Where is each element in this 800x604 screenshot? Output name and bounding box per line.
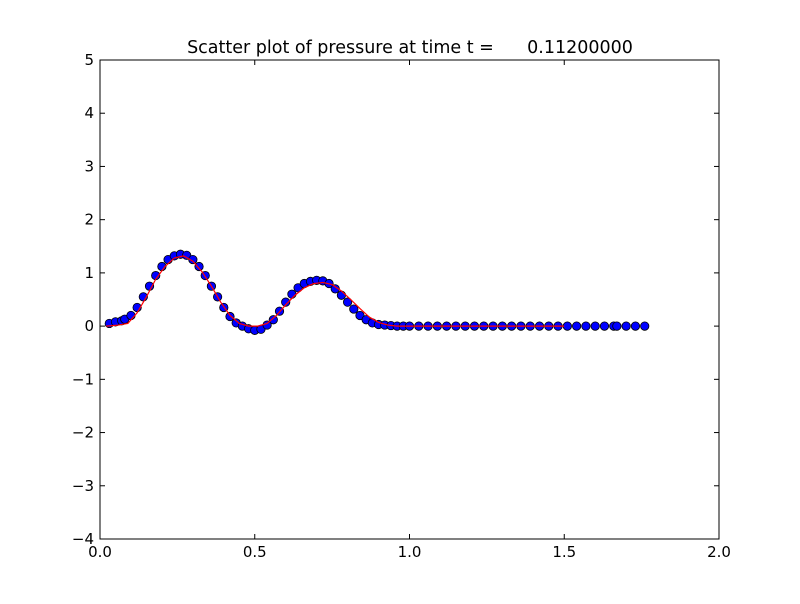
scatter-point: [349, 304, 359, 314]
x-tick-label: 0.5: [243, 543, 267, 561]
chart-title: Scatter plot of pressure at time t = 0.1…: [187, 38, 633, 58]
x-tick-label: 1.5: [552, 543, 576, 561]
scatter-point: [599, 321, 610, 331]
y-tick-label: 3: [84, 157, 94, 175]
reference-line: [106, 255, 565, 327]
data-layer: [104, 249, 650, 335]
scatter-point: [562, 321, 572, 331]
x-tick-label: 1.0: [398, 543, 422, 561]
scatter-point: [182, 250, 192, 260]
y-tick-label: −4: [72, 530, 94, 548]
y-tick-label: 1: [84, 264, 94, 282]
scatter-point: [194, 261, 204, 272]
y-tick-label: −2: [72, 424, 94, 442]
scatter-point: [268, 315, 278, 325]
scatter-point: [590, 321, 600, 331]
scatter-point: [355, 310, 365, 321]
scatter-point: [342, 297, 353, 307]
scatter-point: [630, 321, 641, 331]
axes-layer: 0.0 0.5 1.0 1.5 2.0 −4 −3 −2 −1 0 1 2 3 4 5: [72, 51, 731, 561]
scatter-point: [581, 321, 591, 331]
y-tick-label: 5: [84, 51, 94, 69]
x-tick-label: 2.0: [707, 543, 731, 561]
scatter-point: [287, 289, 297, 299]
scatter-point: [225, 311, 235, 322]
scatter-point: [572, 321, 582, 331]
y-tick-label: −3: [72, 477, 94, 495]
y-tick-label: −1: [72, 370, 94, 388]
scatter-point: [336, 290, 347, 300]
scatter-point: [621, 321, 631, 331]
x-tick-label: 0.0: [88, 543, 112, 561]
y-tick-label: 4: [84, 104, 94, 122]
scatter-point: [640, 321, 650, 331]
scatter-point: [281, 297, 291, 307]
scatter-point: [330, 284, 340, 294]
y-tick-label: 0: [84, 317, 94, 335]
scatter-point: [612, 321, 622, 331]
scatter-point: [188, 254, 198, 265]
scatter-point: [126, 310, 136, 321]
y-tick-label: 2: [84, 211, 94, 229]
